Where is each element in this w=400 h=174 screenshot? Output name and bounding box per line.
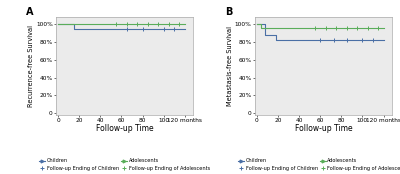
Text: B: B xyxy=(225,7,232,17)
Legend: Children, Follow-up Ending of Children, Adolescents, Follow-up Ending of Adolesc: Children, Follow-up Ending of Children, … xyxy=(238,158,400,171)
X-axis label: Follow-up Time: Follow-up Time xyxy=(295,124,352,133)
Y-axis label: Metastasis-free Survival: Metastasis-free Survival xyxy=(227,26,233,106)
Text: A: A xyxy=(26,7,33,17)
Legend: Children, Follow-up Ending of Children, Adolescents, Follow-up Ending of Adolesc: Children, Follow-up Ending of Children, … xyxy=(40,158,210,171)
X-axis label: Follow-up Time: Follow-up Time xyxy=(96,124,153,133)
Y-axis label: Recurrence-free Survival: Recurrence-free Survival xyxy=(28,25,34,107)
